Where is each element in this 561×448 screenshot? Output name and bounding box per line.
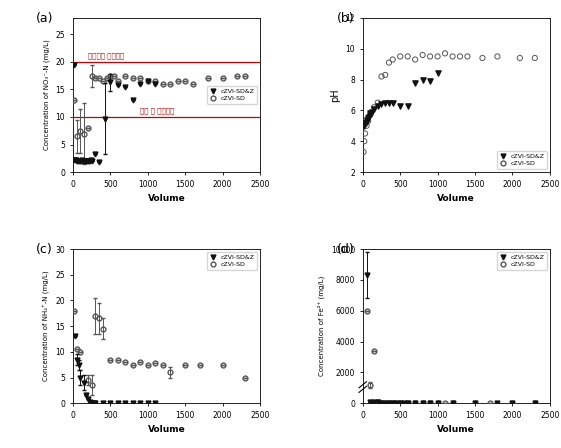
Point [426,53,435,60]
Point [448,53,457,60]
Point [388,56,397,63]
Point [361,130,370,137]
Legend: cZVI-SD&Z, cZVI-SD: cZVI-SD&Z, cZVI-SD [497,252,546,270]
Point [381,100,390,107]
Point [366,112,375,119]
Point [463,53,472,60]
Point [403,53,412,60]
Point [364,113,373,120]
Point [359,122,368,129]
Text: 생활용수 수질기준: 생활용수 수질기준 [88,52,124,59]
Point [377,101,386,108]
Point [478,54,487,61]
Point [365,112,374,119]
Point [359,148,368,155]
Point [396,53,404,60]
Point [418,52,427,59]
Point [384,59,393,66]
Text: (c): (c) [35,243,52,256]
Point [433,53,442,60]
Point [493,53,502,60]
Legend: cZVI-SD&Z, cZVI-SD: cZVI-SD&Z, cZVI-SD [207,252,257,270]
Text: (a): (a) [35,12,53,25]
Point [360,121,369,128]
Point [370,104,379,111]
Point [381,71,390,78]
Legend: cZVI-SD&Z, cZVI-SD: cZVI-SD&Z, cZVI-SD [207,86,257,104]
X-axis label: Volume: Volume [148,426,185,435]
Text: (d): (d) [337,243,355,256]
Text: 먹는 물 수질기준: 먹는 물 수질기준 [140,107,174,114]
Point [364,117,373,125]
Point [367,108,376,116]
Point [373,99,382,106]
Point [426,78,435,85]
X-axis label: Volume: Volume [438,426,475,435]
Point [363,116,372,123]
Point [361,120,370,127]
Text: (b): (b) [337,12,354,25]
Y-axis label: Concentration of Fe²⁺ (mg/L): Concentration of Fe²⁺ (mg/L) [318,276,325,376]
Point [361,119,370,126]
Point [411,56,420,63]
Point [530,54,539,61]
Y-axis label: pH: pH [330,88,340,102]
Point [403,102,412,109]
X-axis label: Volume: Volume [438,194,475,203]
Point [366,110,375,117]
Point [516,54,525,61]
Point [370,105,379,112]
X-axis label: Volume: Volume [148,194,185,203]
Legend: cZVI-SD&Z, cZVI-SD: cZVI-SD&Z, cZVI-SD [497,151,546,169]
Point [388,99,397,106]
Y-axis label: Concentration of NO₃⁻-N (mg/L): Concentration of NO₃⁻-N (mg/L) [44,39,50,151]
Point [364,115,373,122]
Point [377,73,386,80]
Point [411,79,420,86]
Point [360,138,369,145]
Point [456,53,465,60]
Point [373,102,382,109]
Point [362,122,371,129]
Point [396,102,404,109]
Point [440,50,449,57]
Y-axis label: Concentration of NH₄⁺-N (mg/L): Concentration of NH₄⁺-N (mg/L) [43,271,50,381]
Point [433,70,442,77]
Point [362,117,371,125]
Point [418,76,427,83]
Point [384,99,393,106]
